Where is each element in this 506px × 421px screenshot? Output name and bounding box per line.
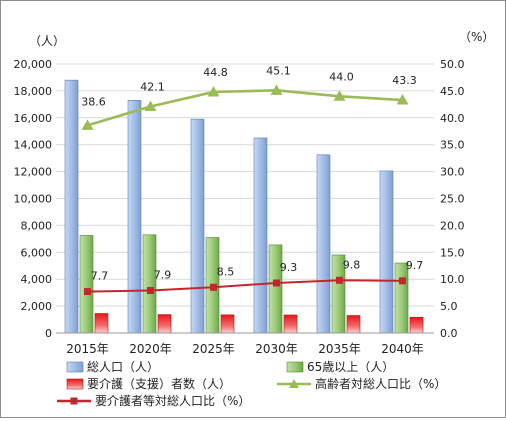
data-label: 9.3: [280, 261, 298, 274]
bar-0-1: [127, 100, 142, 334]
data-label: 38.6: [81, 95, 106, 108]
line-point-0-2: [207, 85, 220, 97]
x-tick-label: 2040年: [381, 342, 424, 356]
y-left-tick-label: 18,000: [14, 85, 53, 98]
line-point-1-2: [210, 283, 217, 291]
y-right-tick-label: 50.0: [440, 58, 465, 71]
y-right-tick-label: 35.0: [440, 139, 465, 152]
line-series-1: [87, 279, 403, 293]
y-left-unit: （人）: [29, 34, 65, 48]
line-point-1-5: [399, 277, 406, 285]
bar-2-4: [346, 315, 361, 334]
data-label: 45.1: [266, 64, 291, 77]
bar-2-2: [220, 314, 235, 334]
gridlines: [56, 63, 434, 307]
legend-swatch-2: [66, 378, 84, 390]
y-left-tick-label: 8,000: [21, 219, 53, 232]
lines-layer: 38.6 42.1 44.8 45.1 44.0 43.3 7.7 7.9 8.5 9.3 9.8 9…: [81, 64, 424, 296]
x-tick-label: 2025年: [192, 342, 235, 356]
x-tick-label: 2015年: [66, 342, 109, 356]
y-right-tick-label: 30.0: [440, 166, 465, 179]
line-point-0-3: [270, 84, 283, 95]
legend-label: 65歳以上（人）: [307, 360, 394, 374]
data-label: 44.8: [203, 66, 228, 79]
data-label: 7.7: [91, 270, 109, 283]
line-point-0-5: [396, 94, 409, 105]
legend-swatch-1: [286, 361, 304, 373]
line-point-1-0: [84, 288, 91, 296]
bar-1-0: [79, 235, 94, 334]
data-label: 42.1: [140, 81, 165, 94]
y-left-tick-label: 0: [45, 327, 52, 340]
y-left-tick-label: 4,000: [21, 273, 53, 286]
line-series-0: [87, 89, 403, 127]
legend-swatch-0: [66, 361, 84, 373]
axes-layer: 0 0.0 2,000 5.0 4,000 10.0 6,000 15.0 8,000 20.0 1…: [14, 30, 495, 356]
bar-0-3: [253, 137, 268, 334]
bar-2-1: [157, 314, 172, 334]
legend-label: 総人口（人）: [87, 360, 159, 374]
bar-1-1: [142, 234, 157, 334]
legend-label: 高齢者対総人口比（%）: [315, 376, 446, 391]
y-right-tick-label: 15.0: [440, 246, 465, 259]
line-point-0-1: [144, 100, 157, 112]
line-point-1-1: [147, 286, 154, 294]
y-right-tick-label: 45.0: [440, 85, 465, 98]
legend-marker: [289, 379, 299, 388]
line-point-0-0: [81, 119, 94, 130]
y-right-tick-label: 10.0: [440, 273, 465, 286]
line-point-1-3: [273, 279, 280, 287]
legend: 総人口（人） 65歳以上（人） 要介護（支援）者数（人） 高齢者対総人口比（%） 要介護…: [57, 360, 446, 408]
y-left-tick-label: 16,000: [14, 112, 53, 125]
data-label: 9.8: [343, 258, 361, 271]
y-right-unit: （%）: [459, 30, 494, 44]
bar-1-3: [268, 244, 283, 334]
x-tick-label: 2020年: [129, 342, 172, 356]
bar-2-3: [283, 314, 298, 334]
legend-marker: [70, 397, 78, 405]
legend-label: 要介護者等対総人口比（%）: [95, 393, 250, 408]
bar-2-0: [94, 313, 109, 334]
data-label: 7.9: [154, 268, 172, 281]
data-label: 44.0: [329, 70, 354, 83]
line-point-0-4: [333, 90, 346, 101]
bar-0-2: [190, 118, 205, 334]
data-label: 8.5: [217, 265, 235, 278]
bar-2-5: [409, 316, 424, 334]
line-point-1-4: [336, 276, 343, 284]
bar-0-0: [64, 79, 79, 334]
y-right-tick-label: 40.0: [440, 112, 465, 125]
legend-label: 要介護（支援）者数（人）: [87, 376, 231, 391]
y-right-tick-label: 20.0: [440, 219, 465, 232]
bar-1-5: [394, 262, 409, 334]
y-left-tick-label: 14,000: [14, 139, 53, 152]
x-tick-label: 2035年: [318, 342, 361, 356]
data-label: 43.3: [392, 74, 417, 87]
y-left-tick-label: 20,000: [14, 58, 53, 71]
bar-0-5: [379, 170, 394, 334]
y-left-tick-label: 12,000: [14, 166, 53, 179]
y-left-tick-label: 6,000: [21, 246, 53, 259]
x-tick-label: 2030年: [255, 342, 298, 356]
y-left-tick-label: 10,000: [14, 193, 53, 206]
y-right-tick-label: 0.0: [440, 327, 458, 340]
data-label: 9.7: [406, 259, 424, 272]
bars-layer: [64, 79, 424, 334]
y-left-tick-label: 2,000: [21, 300, 53, 313]
bar-0-4: [316, 154, 331, 334]
y-right-tick-label: 5.0: [440, 300, 458, 313]
y-right-tick-label: 25.0: [440, 193, 465, 206]
